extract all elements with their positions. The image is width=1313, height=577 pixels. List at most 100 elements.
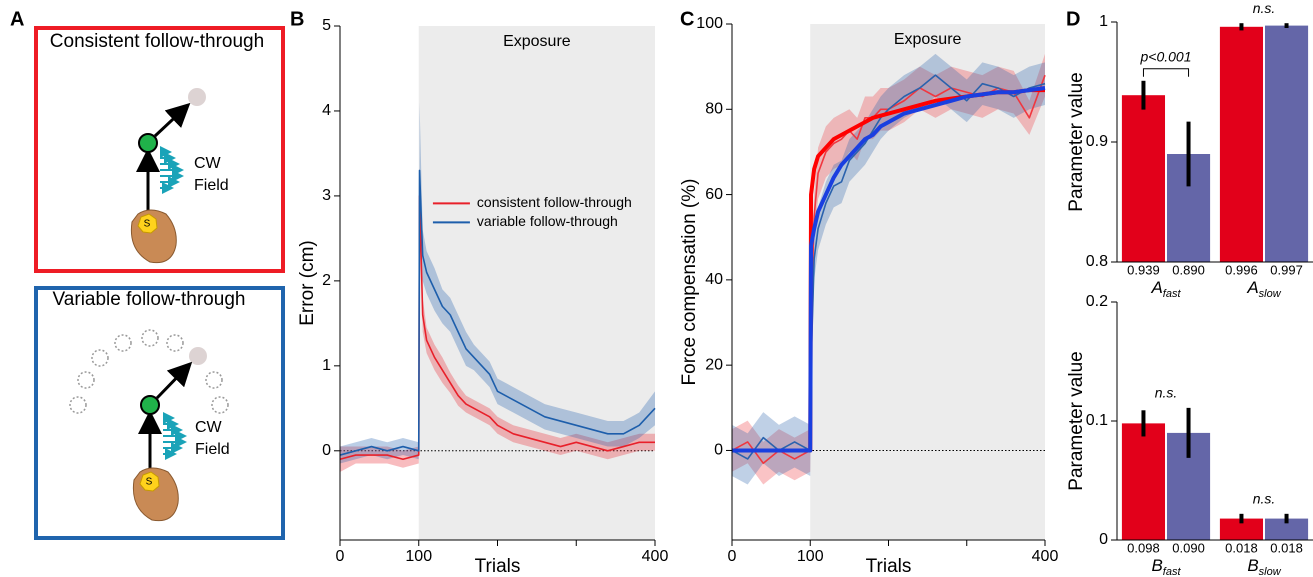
panel-frame [34, 26, 285, 273]
force-field [160, 146, 184, 194]
force-field [163, 412, 187, 460]
x-axis-label: Trials [866, 556, 912, 577]
value-label: 0.996 [1225, 262, 1258, 277]
category-label: Aslow [1246, 278, 1281, 299]
diagram-consistent: Consistent follow-through CW Field S [34, 26, 285, 273]
y-tick-label: 1 [1099, 13, 1108, 30]
y-tick-label: 40 [705, 271, 723, 288]
category-subscript: slow [1259, 288, 1282, 300]
y-tick-label: 0 [322, 442, 331, 459]
annotation: n.s. [1253, 491, 1276, 507]
diagram-variable: Variable follow-through CW Field S [34, 286, 285, 540]
data-line [339, 195, 655, 461]
y-tick-label: 0.2 [1086, 293, 1108, 310]
y-tick-label: 0.9 [1086, 133, 1108, 150]
bar [1219, 518, 1264, 540]
value-label: 0.939 [1127, 262, 1160, 277]
shaded-region [418, 26, 655, 540]
region-label: Exposure [503, 33, 571, 50]
legend-label: consistent follow-through [477, 194, 632, 210]
panel-frame [34, 286, 285, 540]
category-subscript: fast [1163, 566, 1182, 577]
annotation: n.s. [1253, 0, 1276, 16]
annotation: n.s. [1155, 385, 1178, 401]
via-point [138, 133, 158, 153]
handle [137, 213, 158, 234]
data-line [731, 74, 1046, 460]
y-tick-label: 0 [1099, 531, 1108, 548]
field-label: CW [195, 419, 223, 436]
legend-label: variable follow-through [477, 213, 618, 229]
significance-bracket [1142, 68, 1190, 77]
category-label: Bslow [1247, 556, 1281, 577]
target [188, 88, 206, 106]
y-tick-label: 5 [322, 17, 331, 34]
annotation: p<0.001 [1140, 49, 1192, 65]
y-axis-label: Parameter value [1066, 72, 1087, 211]
diagram-title: Consistent follow-through [50, 31, 264, 52]
bar [1264, 518, 1309, 540]
handle-label: S [146, 477, 153, 488]
y-tick-label: 0.8 [1086, 253, 1108, 270]
shaded-region [810, 24, 1045, 540]
y-axis-label: Force compensation (%) [679, 179, 700, 386]
handle-label: S [144, 219, 151, 230]
panel-label: A [10, 8, 24, 30]
y-tick-label: 100 [696, 15, 723, 32]
value-label: 0.098 [1127, 540, 1160, 555]
panel-label: D [1066, 8, 1080, 30]
y-tick-label: 20 [705, 356, 723, 373]
bar [1219, 26, 1264, 262]
y-tick-label: 4 [322, 102, 331, 119]
follow-through-arrow [153, 102, 191, 138]
y-tick-label: 60 [705, 186, 723, 203]
x-tick-label: 400 [1032, 548, 1059, 565]
data-line [732, 85, 1046, 453]
data-line [339, 169, 656, 456]
category-symbol: B [1151, 556, 1162, 575]
category-symbol: A [1150, 278, 1162, 297]
category-symbol: A [1246, 278, 1258, 297]
field-label: Field [194, 177, 229, 194]
field-label: Field [195, 441, 230, 458]
y-tick-label: 0 [714, 442, 723, 459]
x-tick-label: 100 [797, 548, 824, 565]
via-point [140, 395, 160, 415]
x-axis-label: Trials [475, 556, 521, 577]
panel-label: B [290, 8, 304, 30]
value-label: 0.018 [1270, 540, 1303, 555]
category-subscript: fast [1163, 288, 1182, 300]
x-tick-label: 0 [336, 548, 345, 565]
y-axis-label: Parameter value [1066, 351, 1087, 490]
x-tick-label: 0 [728, 548, 737, 565]
category-label: Afast [1150, 278, 1181, 299]
bar [1121, 423, 1166, 540]
target [189, 347, 207, 365]
value-label: 0.997 [1270, 262, 1303, 277]
value-label: 0.018 [1225, 540, 1258, 555]
error-band [340, 170, 655, 473]
y-axis-label: Error (cm) [297, 240, 318, 325]
x-tick-label: 100 [405, 548, 432, 565]
y-tick-label: 0.1 [1086, 412, 1108, 429]
y-tick-label: 1 [322, 357, 331, 374]
y-tick-label: 3 [322, 187, 331, 204]
y-tick-label: 80 [705, 101, 723, 118]
diagram-title: Variable follow-through [53, 289, 246, 310]
y-tick-label: 2 [322, 272, 331, 289]
category-subscript: slow [1259, 566, 1282, 577]
handle [139, 471, 160, 492]
follow-through-arrow [155, 361, 193, 400]
possible-targets [69, 329, 229, 414]
x-tick-label: 400 [642, 548, 669, 565]
value-label: 0.890 [1172, 262, 1205, 277]
value-label: 0.090 [1172, 540, 1205, 555]
field-label: CW [194, 155, 222, 172]
category-symbol: B [1247, 556, 1258, 575]
bar [1264, 25, 1309, 262]
region-label: Exposure [894, 31, 962, 48]
panel-label: C [680, 8, 694, 30]
category-label: Bfast [1151, 556, 1181, 577]
bar [1121, 95, 1166, 262]
